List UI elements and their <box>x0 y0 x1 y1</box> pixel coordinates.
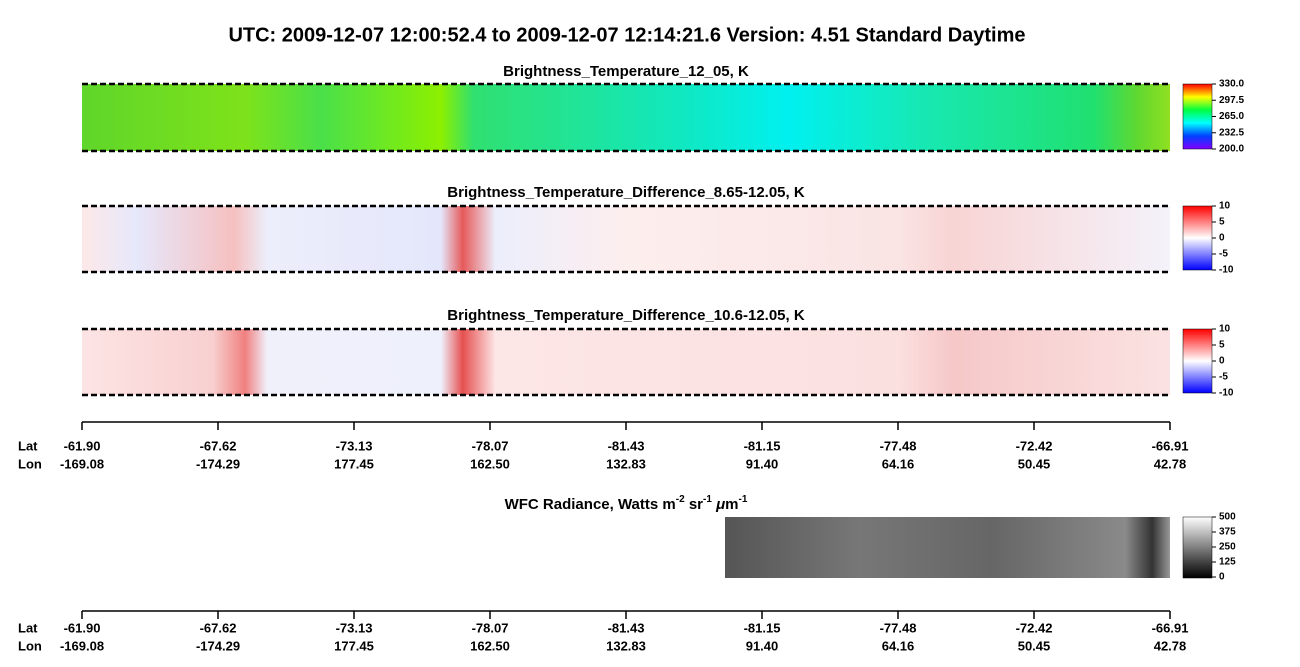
lon-value: 177.45 <box>334 638 374 653</box>
colorbar-tick-label: 200.0 <box>1219 144 1244 155</box>
lon-value: 42.78 <box>1154 638 1187 653</box>
colorbar-tick-label: 297.5 <box>1219 95 1244 106</box>
lon-value: 132.83 <box>606 456 646 471</box>
colorbar <box>1182 328 1213 394</box>
colorbar-tick-label: 250 <box>1219 542 1236 553</box>
colorbar-tick-label: -5 <box>1219 372 1228 383</box>
colorbar-tick-label: 232.5 <box>1219 127 1244 138</box>
lat-label: Lat <box>18 438 38 453</box>
colorbar-tick-label: 375 <box>1219 527 1236 538</box>
lat-value: -77.48 <box>880 438 917 453</box>
lon-value: 91.40 <box>746 456 779 471</box>
colorbar-tick-label: 330.0 <box>1219 79 1244 90</box>
lat-value: -61.90 <box>64 438 101 453</box>
lon-value: 132.83 <box>606 638 646 653</box>
lat-value: -81.43 <box>608 438 645 453</box>
lon-label: Lon <box>18 456 42 471</box>
lat-value: -72.42 <box>1016 620 1053 635</box>
panel-title: Brightness_Temperature_Difference_10.6-1… <box>447 307 805 324</box>
panel-title: Brightness_Temperature_Difference_8.65-1… <box>447 184 805 201</box>
lon-value: 177.45 <box>334 456 374 471</box>
colorbar-tick-label: -5 <box>1219 249 1228 260</box>
lat-value: -61.90 <box>64 620 101 635</box>
wfc-image <box>725 517 1170 578</box>
panel-title: Brightness_Temperature_12_05, K <box>503 63 749 80</box>
lat-value: -81.15 <box>744 620 781 635</box>
lon-value: 50.45 <box>1018 456 1051 471</box>
colorbar-tick-label: 0 <box>1219 356 1225 367</box>
lat-value: -67.62 <box>200 620 237 635</box>
lat-value: -73.13 <box>336 620 373 635</box>
colorbar-tick-label: 5 <box>1219 340 1225 351</box>
colorbar-tick-label: 265.0 <box>1219 111 1244 122</box>
lat-value: -73.13 <box>336 438 373 453</box>
lon-value: 64.16 <box>882 456 915 471</box>
lat-value: -66.91 <box>1152 620 1189 635</box>
colorbar-tick-label: 0 <box>1219 572 1225 583</box>
lat-value: -78.07 <box>472 438 509 453</box>
colorbar-tick-label: -10 <box>1219 388 1234 399</box>
panel-image <box>82 84 1170 151</box>
lat-value: -67.62 <box>200 438 237 453</box>
lat-value: -72.42 <box>1016 438 1053 453</box>
colorbar-tick-label: 0 <box>1219 233 1225 244</box>
colorbar <box>1182 83 1213 150</box>
wfc-colorbar <box>1182 516 1213 579</box>
lat-value: -81.15 <box>744 438 781 453</box>
lon-value: 42.78 <box>1154 456 1187 471</box>
lat-value: -66.91 <box>1152 438 1189 453</box>
colorbar-tick-label: 5 <box>1219 217 1225 228</box>
lon-value: -169.08 <box>60 638 104 653</box>
panel-image <box>82 206 1170 272</box>
colorbar-tick-label: 10 <box>1219 324 1231 335</box>
lat-value: -77.48 <box>880 620 917 635</box>
colorbar-tick-label: 500 <box>1219 512 1236 523</box>
lon-value: 50.45 <box>1018 638 1051 653</box>
lon-value: 162.50 <box>470 456 510 471</box>
main-title: UTC: 2009-12-07 12:00:52.4 to 2009-12-07… <box>228 24 1025 46</box>
panel-image <box>82 329 1170 395</box>
lon-value: 162.50 <box>470 638 510 653</box>
lon-value: -174.29 <box>196 638 240 653</box>
lat-value: -78.07 <box>472 620 509 635</box>
colorbar-tick-label: 10 <box>1219 201 1231 212</box>
lon-value: -174.29 <box>196 456 240 471</box>
lon-value: 64.16 <box>882 638 915 653</box>
wfc-title: WFC Radiance, Watts m-2 sr-1 μm-1 <box>505 494 748 513</box>
colorbar-tick-label: 125 <box>1219 557 1236 568</box>
lat-value: -81.43 <box>608 620 645 635</box>
colorbar <box>1182 205 1213 271</box>
lon-value: 91.40 <box>746 638 779 653</box>
lon-label: Lon <box>18 638 42 653</box>
lat-label: Lat <box>18 620 38 635</box>
colorbar-tick-label: -10 <box>1219 265 1234 276</box>
lon-value: -169.08 <box>60 456 104 471</box>
